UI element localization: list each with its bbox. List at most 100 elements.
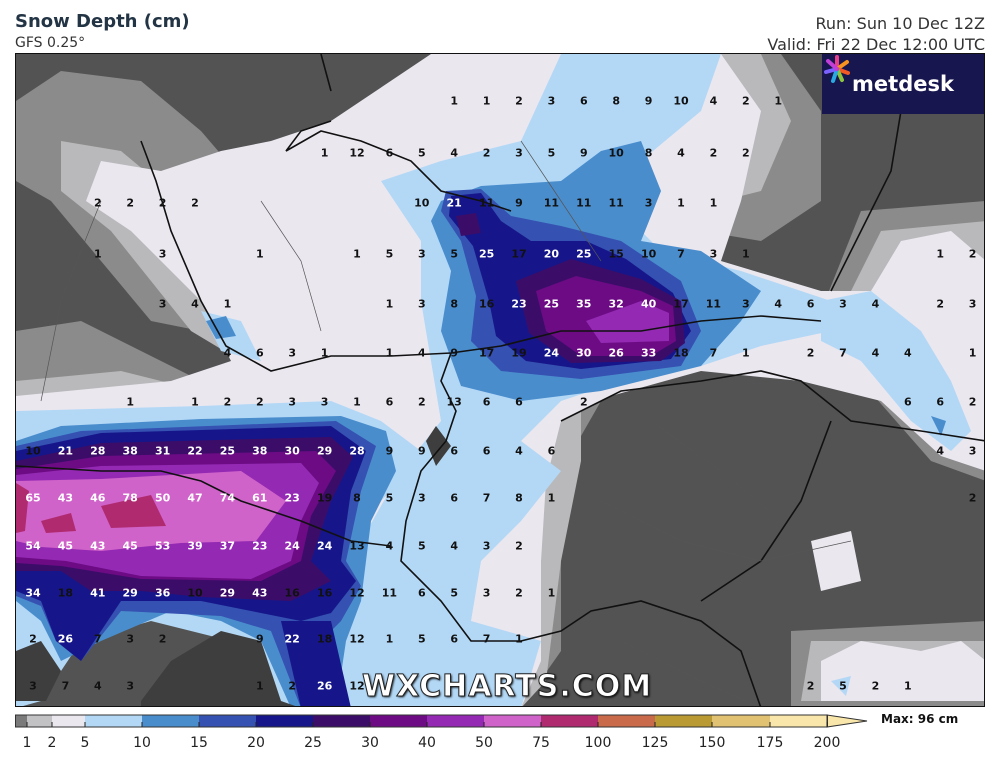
grid-value-label: 5 xyxy=(417,632,426,646)
grid-value-label: 6 xyxy=(385,395,394,409)
metdesk-flower-icon xyxy=(824,55,850,83)
region-borders xyxy=(40,140,852,706)
grid-value-label: 29 xyxy=(122,586,138,600)
grid-value-label: 65 xyxy=(25,491,41,505)
grid-value-label: 9 xyxy=(385,444,394,458)
grid-value-label: 3 xyxy=(126,679,135,693)
grid-value-label: 8 xyxy=(450,297,459,311)
grid-value-label: 2 xyxy=(482,146,491,160)
grid-value-label: 17 xyxy=(673,297,689,311)
grid-value-label: 5 xyxy=(385,247,394,261)
grid-value-label: 46 xyxy=(90,491,106,505)
grid-value-label: 28 xyxy=(349,444,365,458)
grid-value-label: 5 xyxy=(417,146,426,160)
grid-value-label: 20 xyxy=(543,247,560,261)
legend-tick-label: 30 xyxy=(361,735,379,751)
grid-value-label: 1 xyxy=(353,395,361,409)
model-label: GFS 0.25° xyxy=(15,35,86,51)
grid-value-label: 25 xyxy=(543,297,560,311)
grid-value-label: 2 xyxy=(126,196,135,210)
grid-value-label: 3 xyxy=(417,297,426,311)
grid-value-label: 12 xyxy=(349,586,365,600)
legend-tick-label: 5 xyxy=(80,735,90,751)
metdesk-logo-text: metdesk xyxy=(852,72,954,96)
grid-value-label: 8 xyxy=(644,146,653,160)
grid-value-label: 6 xyxy=(903,395,912,409)
grid-value-label: 26 xyxy=(57,632,74,646)
grid-value-label: 5 xyxy=(839,679,847,693)
grid-value-label: 1 xyxy=(741,247,750,261)
legend-tick-label: 1 xyxy=(22,735,32,751)
grid-value-label: 7 xyxy=(482,632,491,646)
grid-value-label: 8 xyxy=(515,491,523,505)
grid-value-label: 7 xyxy=(709,346,718,360)
grid-value-label: 24 xyxy=(316,539,333,553)
grid-value-label: 61 xyxy=(252,491,268,505)
grid-value-label: 25 xyxy=(478,247,495,261)
grid-value-label: 21 xyxy=(446,196,462,210)
grid-value-label: 3 xyxy=(482,586,491,600)
valid-time: Valid: Fri 22 Dec 12:00 UTC xyxy=(767,35,985,54)
grid-value-label: 2 xyxy=(417,395,426,409)
grid-value-label: 7 xyxy=(93,632,102,646)
grid-value-label: 4 xyxy=(385,539,394,553)
legend-swatch xyxy=(484,715,541,727)
legend-swatch xyxy=(712,715,770,727)
grid-value-label: 24 xyxy=(284,539,300,553)
grid-value-label: 11 xyxy=(705,297,722,311)
grid-value-label: 9 xyxy=(644,94,653,108)
grid-value-label: 16 xyxy=(316,586,333,600)
grid-value-label: 6 xyxy=(806,297,815,311)
grid-value-label: 2 xyxy=(709,146,718,160)
grid-value-label: 74 xyxy=(219,491,236,505)
grid-value-label: 6 xyxy=(417,586,426,600)
grid-value-label: 43 xyxy=(57,491,74,505)
grid-value-label: 2 xyxy=(158,632,167,646)
grid-value-label: 3 xyxy=(968,297,977,311)
grid-value-label: 2 xyxy=(968,395,977,409)
grid-value-label: 4 xyxy=(450,146,459,160)
grid-value-label: 2 xyxy=(741,146,750,160)
grid-value-label: 1 xyxy=(482,94,491,108)
grid-value-label: 4 xyxy=(709,94,718,108)
grid-value-label: 1 xyxy=(515,632,523,646)
grid-value-label: 2 xyxy=(968,491,977,505)
grid-value-label: 6 xyxy=(482,444,491,458)
grid-value-label: 1 xyxy=(450,94,459,108)
run-info: Run: Sun 10 Dec 12Z Valid: Fri 22 Dec 12… xyxy=(767,13,985,55)
grid-value-label: 37 xyxy=(219,539,236,553)
grid-value-label: 11 xyxy=(381,586,398,600)
legend-tick-label: 50 xyxy=(475,735,493,751)
grid-value-label: 10 xyxy=(414,196,430,210)
grid-value-label: 12 xyxy=(349,632,365,646)
grid-value-label: 35 xyxy=(576,297,592,311)
legend-tick-label: 15 xyxy=(190,735,208,751)
grid-value-label: 1 xyxy=(191,395,199,409)
grid-value-label: 1 xyxy=(320,146,329,160)
legend-tick-label: 150 xyxy=(698,735,726,751)
grid-value-label: 2 xyxy=(255,395,264,409)
grid-value-label: 4 xyxy=(871,346,880,360)
grid-value-label: 9 xyxy=(579,146,588,160)
grid-value-label: 7 xyxy=(839,346,847,360)
grid-value-label: 26 xyxy=(608,346,624,360)
legend-swatch xyxy=(313,715,370,727)
grid-value-label: 36 xyxy=(154,586,171,600)
grid-value-label: 38 xyxy=(252,444,268,458)
chart-title: Snow Depth (cm) xyxy=(15,11,190,32)
grid-value-label: 11 xyxy=(608,196,624,210)
grid-value-label: 2 xyxy=(515,586,523,600)
grid-value-label: 1 xyxy=(353,247,361,261)
grid-value-label: 10 xyxy=(608,146,624,160)
grid-value-label: 2 xyxy=(515,94,523,108)
grid-value-label: 38 xyxy=(122,444,138,458)
grid-value-label: 6 xyxy=(482,395,491,409)
grid-value-label: 47 xyxy=(187,491,203,505)
grid-value-label: 3 xyxy=(417,247,426,261)
grid-value-label: 2 xyxy=(158,196,167,210)
grid-value-label: 5 xyxy=(385,491,394,505)
grid-value-label: 3 xyxy=(482,539,491,553)
grid-value-label: 29 xyxy=(219,586,236,600)
grid-value-label: 7 xyxy=(677,247,685,261)
grid-value-label: 2 xyxy=(93,196,102,210)
